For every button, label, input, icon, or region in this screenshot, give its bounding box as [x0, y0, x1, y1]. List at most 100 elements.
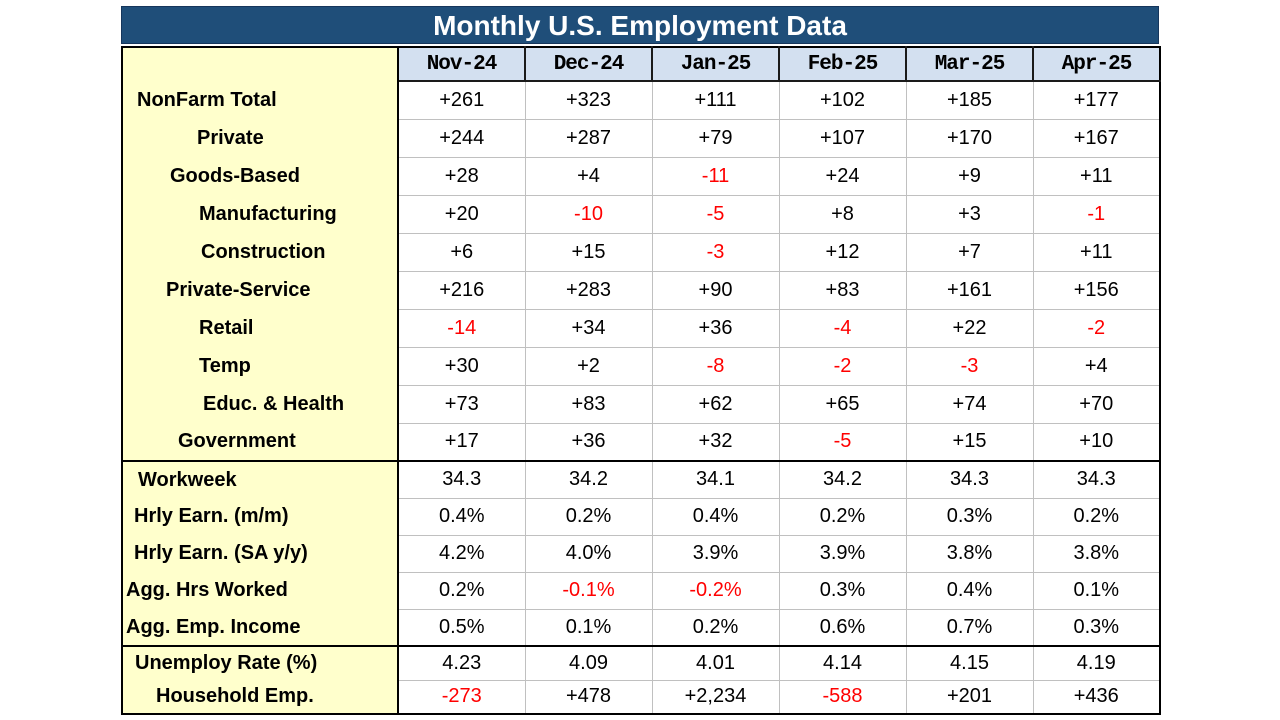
data-cell: -0.2% — [651, 571, 779, 609]
data-cell: +185 — [905, 80, 1033, 119]
employment-table: Monthly U.S. Employment Data Nov-24 Dec-2… — [121, 6, 1161, 715]
data-cell: 4.0% — [524, 534, 652, 572]
table-row-hrly-earn-sa-y-y: Hrly Earn. (SA y/y) 4.2% 4.0% 3.9% 3.9% 3.8% 3… — [122, 534, 1160, 572]
data-cell: 0.4% — [905, 571, 1033, 609]
data-cell: 0.1% — [524, 608, 652, 646]
data-cell: 4.14 — [778, 645, 906, 680]
data-cell: +28 — [397, 156, 525, 195]
table-row-private-service: Private-Service +216 +283 +90 +83 +161 +156 — [122, 270, 1160, 309]
data-cell: +161 — [905, 270, 1033, 309]
data-cell: 0.2% — [778, 497, 906, 535]
data-cell: +8 — [778, 194, 906, 233]
data-cell: +17 — [397, 422, 525, 461]
data-cell: -2 — [778, 346, 906, 385]
table-row-household-emp: Household Emp. -273 +478 +2,234 -588 +201 +436 — [122, 679, 1160, 714]
data-cell: +74 — [905, 384, 1033, 423]
table-row-construction: Construction +6 +15 -3 +12 +7 +11 — [122, 232, 1160, 271]
data-cell: +9 — [905, 156, 1033, 195]
data-cell: +12 — [778, 232, 906, 271]
table-row-nonfarm-total: NonFarm Total +261 +323 +111 +102 +185 +177 — [122, 80, 1160, 119]
data-cell: +24 — [778, 156, 906, 195]
data-cell: +323 — [524, 80, 652, 119]
column-header-nov-24: Nov-24 — [397, 47, 525, 82]
table-title: Monthly U.S. Employment Data — [121, 6, 1159, 44]
data-cell: +107 — [778, 118, 906, 157]
data-cell: +287 — [524, 118, 652, 157]
table-row-agg-emp-income: Agg. Emp. Income 0.5% 0.1% 0.2% 0.6% 0.7% 0.3% — [122, 608, 1160, 646]
table-row-government: Government +17 +36 +32 -5 +15 +10 — [122, 422, 1160, 461]
data-cell: 0.2% — [524, 497, 652, 535]
table-row-agg-hrs-worked: Agg. Hrs Worked 0.2% -0.1% -0.2% 0.3% 0.4% 0.1… — [122, 571, 1160, 609]
data-cell: 4.09 — [524, 645, 652, 680]
data-cell: 0.3% — [778, 571, 906, 609]
data-cell: +170 — [905, 118, 1033, 157]
row-label: Goods-Based — [122, 157, 399, 195]
data-cell: +20 — [397, 194, 525, 233]
data-cell: +11 — [1032, 232, 1160, 271]
data-cell: +478 — [524, 679, 652, 714]
table-row-educ-health: Educ. & Health +73 +83 +62 +65 +74 +70 — [122, 384, 1160, 423]
data-cell: 34.2 — [524, 460, 652, 498]
data-cell: +83 — [524, 384, 652, 423]
data-cell: +70 — [1032, 384, 1160, 423]
data-cell: +4 — [1032, 346, 1160, 385]
data-cell: -14 — [397, 308, 525, 347]
data-cell: +15 — [524, 232, 652, 271]
row-label: NonFarm Total — [122, 81, 399, 119]
table-row-private: Private +244 +287 +79 +107 +170 +167 — [122, 118, 1160, 157]
data-cell: +4 — [524, 156, 652, 195]
data-cell: 0.4% — [397, 497, 525, 535]
data-cell: +34 — [524, 308, 652, 347]
row-label: Agg. Hrs Worked — [122, 572, 399, 609]
data-cell: +201 — [905, 679, 1033, 714]
row-label: Temp — [122, 347, 399, 385]
data-cell: +36 — [651, 308, 779, 347]
data-cell: 0.7% — [905, 608, 1033, 646]
data-cell: -273 — [397, 679, 525, 714]
data-cell: -3 — [651, 232, 779, 271]
data-cell: 0.2% — [1032, 497, 1160, 535]
data-cell: +32 — [651, 422, 779, 461]
data-cell: -10 — [524, 194, 652, 233]
data-cell: 0.3% — [1032, 608, 1160, 646]
table-row-hrly-earn-m-m: Hrly Earn. (m/m) 0.4% 0.2% 0.4% 0.2% 0.3% 0.2% — [122, 497, 1160, 535]
corner-cell — [122, 47, 399, 81]
data-cell: +111 — [651, 80, 779, 119]
data-cell: +261 — [397, 80, 525, 119]
row-label: Unemploy Rate (%) — [122, 645, 399, 680]
column-header-row: Nov-24 Dec-24 Jan-25 Feb-25 Mar-25 Apr-25 — [122, 47, 1160, 82]
data-cell: 34.1 — [651, 460, 779, 498]
data-cell: +62 — [651, 384, 779, 423]
data-cell: +15 — [905, 422, 1033, 461]
table-row-temp: Temp +30 +2 -8 -2 -3 +4 — [122, 346, 1160, 385]
data-cell: -5 — [651, 194, 779, 233]
data-cell: 3.9% — [651, 534, 779, 572]
data-cell: +283 — [524, 270, 652, 309]
data-cell: +83 — [778, 270, 906, 309]
data-cell: +6 — [397, 232, 525, 271]
data-cell: -588 — [778, 679, 906, 714]
row-label: Workweek — [122, 460, 399, 498]
row-label: Educ. & Health — [122, 385, 399, 423]
data-cell: +2,234 — [651, 679, 779, 714]
data-cell: +36 — [524, 422, 652, 461]
row-label: Manufacturing — [122, 195, 399, 233]
row-label: Private — [122, 119, 399, 157]
data-cell: 4.23 — [397, 645, 525, 680]
data-cell: 0.4% — [651, 497, 779, 535]
data-cell: 4.01 — [651, 645, 779, 680]
data-cell: 3.8% — [905, 534, 1033, 572]
data-cell: -5 — [778, 422, 906, 461]
data-cell: +436 — [1032, 679, 1160, 714]
data-cell: +2 — [524, 346, 652, 385]
data-cell: 34.3 — [397, 460, 525, 498]
data-cell: -8 — [651, 346, 779, 385]
data-cell: 0.2% — [651, 608, 779, 646]
data-cell: 4.19 — [1032, 645, 1160, 680]
data-cell: +73 — [397, 384, 525, 423]
table-row-goods-based: Goods-Based +28 +4 -11 +24 +9 +11 — [122, 156, 1160, 195]
data-cell: 34.3 — [905, 460, 1033, 498]
employment-data-table: Nov-24 Dec-24 Jan-25 Feb-25 Mar-25 Apr-25 Non… — [121, 46, 1161, 715]
row-label: Retail — [122, 309, 399, 347]
data-cell: +3 — [905, 194, 1033, 233]
